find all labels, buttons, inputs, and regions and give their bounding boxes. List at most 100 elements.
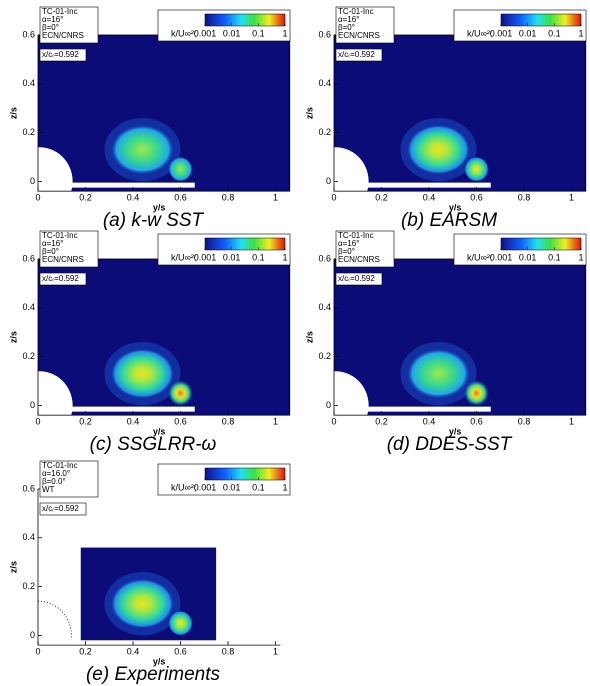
y-axis-label: z/s — [8, 331, 18, 343]
y-tick-label: 0.4 — [318, 302, 331, 312]
secondary-vortex — [464, 157, 489, 182]
secondary-vortex — [464, 381, 489, 406]
colorbar-tick-label: 1 — [578, 28, 583, 38]
colorbar — [500, 13, 582, 27]
y-tick-label: 0.6 — [318, 29, 331, 39]
x-tick-label: 0.4 — [127, 193, 140, 203]
y-tick-label: 0.2 — [318, 127, 331, 137]
panel: 0 0.2 0.4 0.6 0.8 1 0 0.2 0.4 0.6 y/s z/s TC-01-Incα… — [304, 230, 587, 455]
x-tick-label: 1 — [273, 193, 278, 203]
colorbar-tick-label: 1 — [282, 28, 287, 38]
y-tick-label: 0.6 — [22, 483, 35, 493]
x-tick-label: 0.6 — [470, 417, 483, 427]
y-tick-label: 0.4 — [22, 532, 35, 542]
fuselage — [38, 147, 73, 192]
info-line: TC-01-Inc — [42, 231, 78, 240]
colorbar-tick-label: 1 — [578, 252, 583, 262]
info-line: ECN/CNRS — [338, 31, 380, 40]
x-axis-label: y/s — [449, 427, 462, 437]
colorbar-label: k/U∞²; — [171, 28, 196, 38]
x-tick-label: 0.6 — [174, 647, 187, 657]
colorbar-tick-label: 0.1 — [252, 252, 265, 262]
wall-strip — [362, 406, 491, 412]
caption: (e) Experiments — [86, 664, 221, 685]
info-line: α=16.0° — [42, 469, 70, 478]
x-tick-label: 1 — [273, 417, 278, 427]
colorbar-tick-label: 0.001 — [194, 482, 217, 492]
station-box — [335, 272, 383, 286]
x-tick-label: 0.8 — [518, 417, 531, 427]
primary-vortex — [111, 125, 174, 175]
secondary-vortex — [168, 381, 193, 406]
primary-vortex — [407, 125, 470, 175]
fuselage — [334, 147, 369, 192]
x-tick-label: 0 — [35, 417, 40, 427]
x-tick-label: 0.2 — [375, 417, 388, 427]
x-tick-label: 1 — [569, 417, 574, 427]
y-axis-label: z/s — [304, 107, 314, 119]
info-box — [335, 230, 395, 268]
colorbar-tick-label: 0.01 — [519, 252, 537, 262]
y-tick-label: 0.2 — [318, 351, 331, 361]
info-line: β=0° — [42, 247, 59, 256]
x-tick-label: 0.6 — [174, 193, 187, 203]
colorbar-tick-label: 0.001 — [194, 28, 217, 38]
info-line: WT — [42, 485, 55, 494]
y-tick-label: 0 — [30, 400, 35, 410]
x-tick-label: 0.6 — [174, 417, 187, 427]
info-line: α=16° — [338, 15, 359, 24]
x-tick-label: 0.4 — [127, 417, 140, 427]
caption: (a) k-w SST — [103, 210, 205, 231]
primary-vortex — [407, 349, 470, 399]
y-tick-label: 0.4 — [22, 78, 35, 88]
x-tick-label: 0.8 — [222, 647, 235, 657]
info-line: TC-01-Inc — [42, 7, 78, 16]
y-tick-label: 0.2 — [22, 351, 35, 361]
x-tick-label: 0 — [35, 193, 40, 203]
station: x/cᵣ=0.592 — [338, 50, 375, 59]
x-tick-label: 0.2 — [79, 417, 92, 427]
colorbar-label: k/U∞²; — [467, 28, 492, 38]
x-tick-label: 1 — [569, 193, 574, 203]
x-tick-label: 0 — [331, 193, 336, 203]
primary-vortex — [111, 579, 174, 629]
x-tick-label: 0.2 — [79, 193, 92, 203]
colorbar-tick-label: 0.001 — [490, 28, 513, 38]
colorbar-tick-label: 0.001 — [194, 252, 217, 262]
station: x/cᵣ=0.592 — [42, 504, 79, 513]
colorbar-tick-label: 0.01 — [223, 28, 241, 38]
x-tick-label: 0.6 — [470, 193, 483, 203]
panel: 0 0.2 0.4 0.6 0.8 1 0 0.2 0.4 0.6 y/s z/s TC-01-Incα… — [304, 6, 587, 231]
station-box — [39, 272, 87, 286]
colorbar-tick-label: 0.1 — [252, 482, 265, 492]
contours — [66, 341, 195, 412]
x-axis-label: y/s — [153, 427, 166, 437]
y-tick-label: 0 — [30, 176, 35, 186]
colorbar — [500, 237, 582, 251]
fuselage-outline — [37, 600, 72, 640]
contours — [66, 117, 195, 188]
wall-strip — [66, 182, 195, 188]
x-tick-label: 1 — [273, 647, 278, 657]
info-line: ECN/CNRS — [42, 255, 84, 264]
x-tick-label: 0.8 — [222, 193, 235, 203]
panel: 0 0.2 0.4 0.6 0.8 1 0 0.2 0.4 0.6 y/s z/s TC-01-Incα… — [8, 230, 291, 455]
info-line: ECN/CNRS — [42, 31, 84, 40]
info-line: TC-01-Inc — [338, 7, 374, 16]
colorbar-tick-label: 0.1 — [548, 252, 561, 262]
y-tick-label: 0.2 — [22, 581, 35, 591]
station: x/cᵣ=0.592 — [338, 274, 375, 283]
secondary-vortex — [168, 611, 193, 636]
info-line: α=16° — [42, 239, 63, 248]
wall-strip — [362, 182, 491, 188]
x-tick-label: 0 — [331, 417, 336, 427]
y-axis-label: z/s — [8, 107, 18, 119]
panel: 0 0.2 0.4 0.6 0.8 1 0 0.2 0.4 0.6 y/s z/s TC-01-Incα… — [8, 6, 291, 231]
caption: (b) EARSM — [401, 210, 497, 231]
x-tick-label: 0.8 — [518, 193, 531, 203]
y-tick-label: 0 — [326, 400, 331, 410]
caption: (c) SSGLRR-ω — [90, 434, 217, 455]
info-box — [39, 6, 99, 44]
info-line: β=0° — [338, 247, 355, 256]
